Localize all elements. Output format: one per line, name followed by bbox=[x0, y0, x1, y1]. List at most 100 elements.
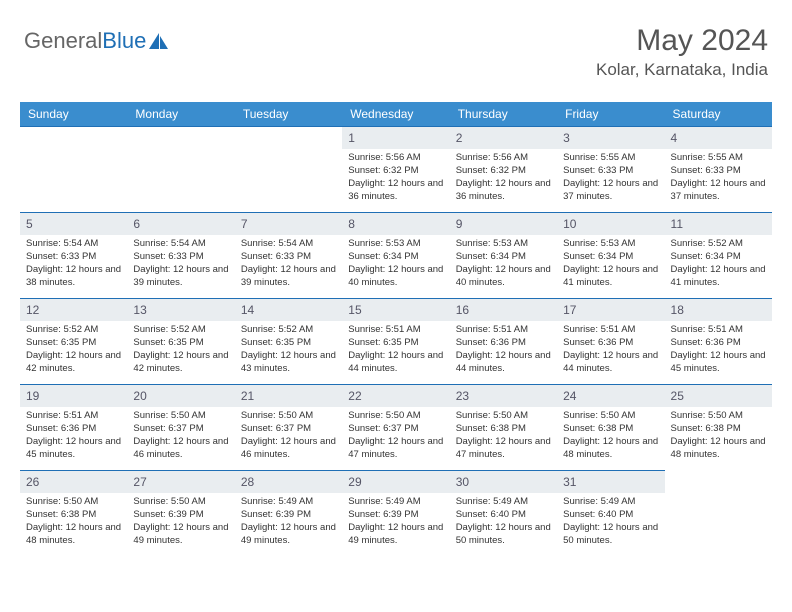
calendar-day-cell: 13Sunrise: 5:52 AMSunset: 6:35 PMDayligh… bbox=[127, 298, 234, 384]
calendar-empty-cell bbox=[20, 126, 127, 212]
day-details: Sunrise: 5:50 AMSunset: 6:37 PMDaylight:… bbox=[235, 407, 342, 465]
calendar-week-row: 1Sunrise: 5:56 AMSunset: 6:32 PMDaylight… bbox=[20, 126, 772, 212]
calendar-empty-cell bbox=[127, 126, 234, 212]
day-details: Sunrise: 5:52 AMSunset: 6:34 PMDaylight:… bbox=[665, 235, 772, 293]
day-number: 21 bbox=[235, 384, 342, 407]
day-details: Sunrise: 5:50 AMSunset: 6:38 PMDaylight:… bbox=[450, 407, 557, 465]
calendar-week-row: 12Sunrise: 5:52 AMSunset: 6:35 PMDayligh… bbox=[20, 298, 772, 384]
day-details: Sunrise: 5:51 AMSunset: 6:36 PMDaylight:… bbox=[450, 321, 557, 379]
day-details: Sunrise: 5:54 AMSunset: 6:33 PMDaylight:… bbox=[20, 235, 127, 293]
day-number: 5 bbox=[20, 212, 127, 235]
day-details: Sunrise: 5:50 AMSunset: 6:37 PMDaylight:… bbox=[127, 407, 234, 465]
day-number: 23 bbox=[450, 384, 557, 407]
day-number: 14 bbox=[235, 298, 342, 321]
empty-daynum bbox=[235, 126, 342, 148]
calendar-day-cell: 1Sunrise: 5:56 AMSunset: 6:32 PMDaylight… bbox=[342, 126, 449, 212]
day-details: Sunrise: 5:51 AMSunset: 6:35 PMDaylight:… bbox=[342, 321, 449, 379]
calendar-day-cell: 18Sunrise: 5:51 AMSunset: 6:36 PMDayligh… bbox=[665, 298, 772, 384]
day-number: 30 bbox=[450, 470, 557, 493]
day-details: Sunrise: 5:49 AMSunset: 6:40 PMDaylight:… bbox=[450, 493, 557, 551]
day-details: Sunrise: 5:56 AMSunset: 6:32 PMDaylight:… bbox=[450, 149, 557, 207]
day-details: Sunrise: 5:51 AMSunset: 6:36 PMDaylight:… bbox=[20, 407, 127, 465]
day-number: 4 bbox=[665, 126, 772, 149]
day-number: 13 bbox=[127, 298, 234, 321]
day-number: 26 bbox=[20, 470, 127, 493]
calendar-day-cell: 27Sunrise: 5:50 AMSunset: 6:39 PMDayligh… bbox=[127, 470, 234, 556]
day-number: 28 bbox=[235, 470, 342, 493]
calendar-day-cell: 2Sunrise: 5:56 AMSunset: 6:32 PMDaylight… bbox=[450, 126, 557, 212]
calendar-table: SundayMondayTuesdayWednesdayThursdayFrid… bbox=[20, 102, 772, 556]
brand-part1: General bbox=[24, 28, 102, 54]
calendar-week-row: 26Sunrise: 5:50 AMSunset: 6:38 PMDayligh… bbox=[20, 470, 772, 556]
calendar-day-cell: 25Sunrise: 5:50 AMSunset: 6:38 PMDayligh… bbox=[665, 384, 772, 470]
calendar-day-cell: 23Sunrise: 5:50 AMSunset: 6:38 PMDayligh… bbox=[450, 384, 557, 470]
day-header: Friday bbox=[557, 102, 664, 126]
day-number: 8 bbox=[342, 212, 449, 235]
day-details: Sunrise: 5:53 AMSunset: 6:34 PMDaylight:… bbox=[342, 235, 449, 293]
day-number: 16 bbox=[450, 298, 557, 321]
day-details: Sunrise: 5:50 AMSunset: 6:37 PMDaylight:… bbox=[342, 407, 449, 465]
day-number: 17 bbox=[557, 298, 664, 321]
day-details: Sunrise: 5:55 AMSunset: 6:33 PMDaylight:… bbox=[557, 149, 664, 207]
calendar-day-cell: 10Sunrise: 5:53 AMSunset: 6:34 PMDayligh… bbox=[557, 212, 664, 298]
day-header: Tuesday bbox=[235, 102, 342, 126]
calendar-day-cell: 31Sunrise: 5:49 AMSunset: 6:40 PMDayligh… bbox=[557, 470, 664, 556]
day-details: Sunrise: 5:52 AMSunset: 6:35 PMDaylight:… bbox=[20, 321, 127, 379]
day-header: Thursday bbox=[450, 102, 557, 126]
day-details: Sunrise: 5:49 AMSunset: 6:39 PMDaylight:… bbox=[235, 493, 342, 551]
day-number: 25 bbox=[665, 384, 772, 407]
day-details: Sunrise: 5:50 AMSunset: 6:39 PMDaylight:… bbox=[127, 493, 234, 551]
day-details: Sunrise: 5:52 AMSunset: 6:35 PMDaylight:… bbox=[127, 321, 234, 379]
day-number: 31 bbox=[557, 470, 664, 493]
calendar-day-cell: 24Sunrise: 5:50 AMSunset: 6:38 PMDayligh… bbox=[557, 384, 664, 470]
day-number: 2 bbox=[450, 126, 557, 149]
calendar-day-cell: 30Sunrise: 5:49 AMSunset: 6:40 PMDayligh… bbox=[450, 470, 557, 556]
day-number: 27 bbox=[127, 470, 234, 493]
calendar-body: 1Sunrise: 5:56 AMSunset: 6:32 PMDaylight… bbox=[20, 126, 772, 556]
calendar-day-cell: 26Sunrise: 5:50 AMSunset: 6:38 PMDayligh… bbox=[20, 470, 127, 556]
day-details: Sunrise: 5:51 AMSunset: 6:36 PMDaylight:… bbox=[665, 321, 772, 379]
calendar-day-cell: 28Sunrise: 5:49 AMSunset: 6:39 PMDayligh… bbox=[235, 470, 342, 556]
location-text: Kolar, Karnataka, India bbox=[596, 60, 768, 80]
day-number: 7 bbox=[235, 212, 342, 235]
day-number: 10 bbox=[557, 212, 664, 235]
brand-logo: GeneralBlue bbox=[24, 28, 170, 54]
day-number: 3 bbox=[557, 126, 664, 149]
day-number: 6 bbox=[127, 212, 234, 235]
day-details: Sunrise: 5:56 AMSunset: 6:32 PMDaylight:… bbox=[342, 149, 449, 207]
calendar-day-cell: 3Sunrise: 5:55 AMSunset: 6:33 PMDaylight… bbox=[557, 126, 664, 212]
day-details: Sunrise: 5:50 AMSunset: 6:38 PMDaylight:… bbox=[665, 407, 772, 465]
calendar-day-cell: 5Sunrise: 5:54 AMSunset: 6:33 PMDaylight… bbox=[20, 212, 127, 298]
day-details: Sunrise: 5:52 AMSunset: 6:35 PMDaylight:… bbox=[235, 321, 342, 379]
day-details: Sunrise: 5:49 AMSunset: 6:39 PMDaylight:… bbox=[342, 493, 449, 551]
day-details: Sunrise: 5:54 AMSunset: 6:33 PMDaylight:… bbox=[127, 235, 234, 293]
day-details: Sunrise: 5:55 AMSunset: 6:33 PMDaylight:… bbox=[665, 149, 772, 207]
day-number: 1 bbox=[342, 126, 449, 149]
calendar-day-cell: 11Sunrise: 5:52 AMSunset: 6:34 PMDayligh… bbox=[665, 212, 772, 298]
day-details: Sunrise: 5:54 AMSunset: 6:33 PMDaylight:… bbox=[235, 235, 342, 293]
month-title: May 2024 bbox=[596, 24, 768, 58]
day-number: 19 bbox=[20, 384, 127, 407]
day-details: Sunrise: 5:53 AMSunset: 6:34 PMDaylight:… bbox=[450, 235, 557, 293]
calendar-day-cell: 19Sunrise: 5:51 AMSunset: 6:36 PMDayligh… bbox=[20, 384, 127, 470]
calendar-day-cell: 29Sunrise: 5:49 AMSunset: 6:39 PMDayligh… bbox=[342, 470, 449, 556]
day-number: 11 bbox=[665, 212, 772, 235]
day-number: 9 bbox=[450, 212, 557, 235]
calendar-week-row: 5Sunrise: 5:54 AMSunset: 6:33 PMDaylight… bbox=[20, 212, 772, 298]
calendar-day-cell: 16Sunrise: 5:51 AMSunset: 6:36 PMDayligh… bbox=[450, 298, 557, 384]
day-number: 12 bbox=[20, 298, 127, 321]
calendar-day-cell: 7Sunrise: 5:54 AMSunset: 6:33 PMDaylight… bbox=[235, 212, 342, 298]
calendar-empty-cell bbox=[665, 470, 772, 556]
day-details: Sunrise: 5:50 AMSunset: 6:38 PMDaylight:… bbox=[557, 407, 664, 465]
day-number: 18 bbox=[665, 298, 772, 321]
day-header: Saturday bbox=[665, 102, 772, 126]
calendar-day-cell: 4Sunrise: 5:55 AMSunset: 6:33 PMDaylight… bbox=[665, 126, 772, 212]
calendar-day-cell: 12Sunrise: 5:52 AMSunset: 6:35 PMDayligh… bbox=[20, 298, 127, 384]
day-number: 24 bbox=[557, 384, 664, 407]
calendar-day-cell: 9Sunrise: 5:53 AMSunset: 6:34 PMDaylight… bbox=[450, 212, 557, 298]
day-details: Sunrise: 5:51 AMSunset: 6:36 PMDaylight:… bbox=[557, 321, 664, 379]
empty-daynum bbox=[20, 126, 127, 148]
day-details: Sunrise: 5:53 AMSunset: 6:34 PMDaylight:… bbox=[557, 235, 664, 293]
day-details: Sunrise: 5:49 AMSunset: 6:40 PMDaylight:… bbox=[557, 493, 664, 551]
day-header: Wednesday bbox=[342, 102, 449, 126]
